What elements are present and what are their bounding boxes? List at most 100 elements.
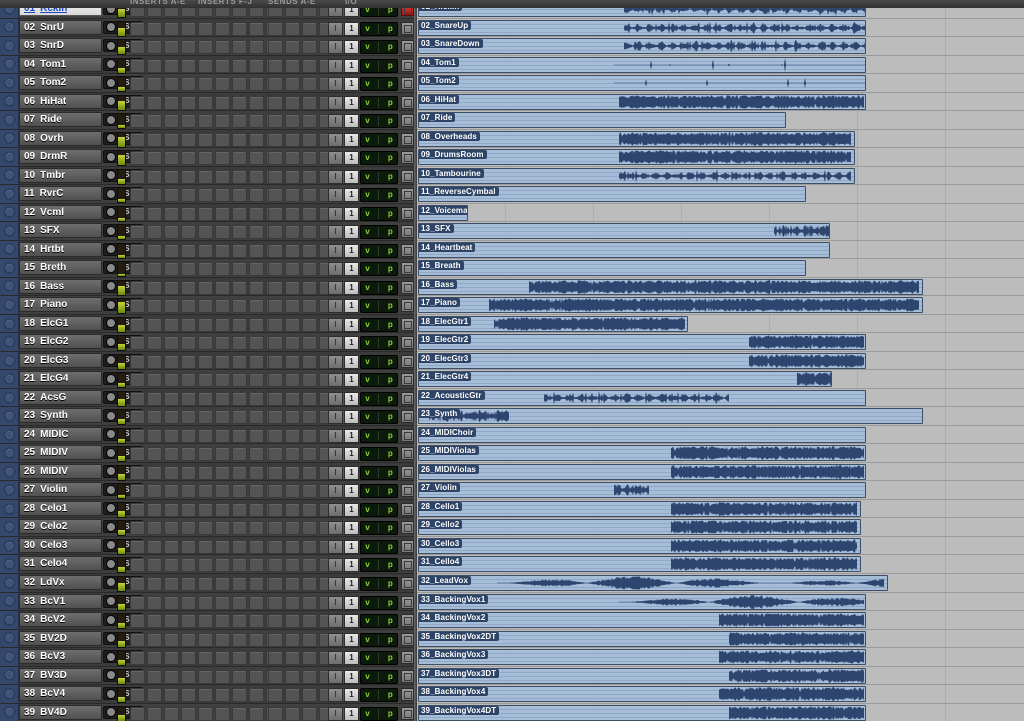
insert-slot-a-e[interactable]: [130, 188, 145, 203]
track-control-row[interactable]: 04Tom1ISMI11◆vp: [0, 55, 414, 75]
insert-slot-a-e[interactable]: [147, 151, 162, 166]
track-expand-icon[interactable]: [4, 336, 15, 348]
send-slot-a-e[interactable]: [285, 58, 300, 73]
io-input-button[interactable]: I: [328, 595, 343, 610]
send-slot-a-e[interactable]: [285, 539, 300, 554]
insert-slot-a-e[interactable]: [130, 539, 145, 554]
record-arm-icon[interactable]: [106, 114, 116, 125]
io-output-button[interactable]: 1: [344, 669, 359, 684]
automation-mode-button[interactable]: [401, 391, 414, 405]
send-slot-a-e[interactable]: [285, 317, 300, 332]
insert-slot-f-j[interactable]: [232, 132, 247, 147]
io-input-button[interactable]: I: [328, 651, 343, 666]
send-slot-a-e[interactable]: [268, 632, 283, 647]
io-output-button[interactable]: 1: [344, 373, 359, 388]
insert-slot-f-j[interactable]: [232, 262, 247, 277]
record-arm-icon[interactable]: [106, 558, 116, 569]
timeline-track-row[interactable]: 09_DrumsRoom: [417, 148, 1024, 167]
insert-slot-f-j[interactable]: [249, 225, 264, 240]
insert-slot-a-e[interactable]: [130, 354, 145, 369]
io-input-button[interactable]: I: [328, 188, 343, 203]
send-slot-a-e[interactable]: [268, 465, 283, 480]
timeline-track-row[interactable]: 32_LeadVox: [417, 573, 1024, 593]
timeline-track-row[interactable]: 21_ElecGtr4: [417, 370, 1024, 389]
insert-slot-f-j[interactable]: [198, 595, 213, 610]
insert-slot-a-e[interactable]: [130, 391, 145, 406]
insert-slot-a-e[interactable]: [130, 317, 145, 332]
insert-slot-a-e[interactable]: [181, 410, 196, 425]
insert-slot-a-e[interactable]: [147, 299, 162, 314]
insert-slot-a-e-group[interactable]: [130, 373, 213, 388]
track-nameplate[interactable]: 28 Celo1: [19, 500, 102, 516]
track-expand-icon[interactable]: [4, 243, 15, 255]
clip-name-label[interactable]: 14_Heartbeat: [419, 242, 476, 252]
send-slot-a-e[interactable]: [302, 373, 317, 388]
io-input-button[interactable]: I: [328, 21, 343, 36]
insert-slot-f-j[interactable]: [249, 114, 264, 129]
insert-slot-f-j[interactable]: [215, 595, 230, 610]
track-expand-icon[interactable]: [4, 651, 15, 663]
record-arm-icon[interactable]: [106, 707, 116, 718]
track-nameplate[interactable]: 25 MIDIV: [19, 445, 102, 461]
insert-slot-f-j[interactable]: [232, 114, 247, 129]
audio-clip[interactable]: 23_Synth: [418, 408, 923, 425]
record-arm-icon[interactable]: [106, 392, 116, 403]
insert-slot-a-e-group[interactable]: [130, 95, 213, 110]
track-selector-gutter[interactable]: [0, 74, 19, 92]
insert-slot-a-e[interactable]: [147, 262, 162, 277]
send-slot-a-e[interactable]: [268, 447, 283, 462]
clip-name-label[interactable]: 20_ElecGtr3: [419, 353, 472, 363]
audio-clip[interactable]: 35_BackingVox2DT: [418, 630, 866, 647]
solo-button[interactable]: S: [124, 596, 130, 605]
insert-slot-f-j[interactable]: [232, 151, 247, 166]
insert-slot-f-j[interactable]: [249, 243, 264, 258]
clip-name-label[interactable]: 09_DrumsRoom: [419, 150, 487, 160]
send-slot-a-e[interactable]: [268, 688, 283, 703]
clip-name-label[interactable]: 15_Breath: [419, 261, 464, 271]
insert-slot-f-j[interactable]: [215, 58, 230, 73]
insert-slot-f-j[interactable]: [249, 373, 264, 388]
insert-slot-a-e[interactable]: [147, 391, 162, 406]
insert-slot-f-j[interactable]: [232, 502, 247, 517]
insert-slot-a-e[interactable]: [164, 243, 179, 258]
timeline-track-row[interactable]: 30_Cello3: [417, 536, 1024, 556]
timeline-track-row[interactable]: 22_AcousticGtr: [417, 388, 1024, 408]
audio-clip[interactable]: 13_SFX: [418, 223, 830, 240]
send-slot-a-e[interactable]: [268, 428, 283, 443]
clip-name-label[interactable]: 31_Cello4: [419, 557, 463, 567]
audio-clip[interactable]: 19_ElecGtr2: [418, 334, 866, 351]
track-selector-gutter[interactable]: [0, 333, 19, 351]
track-selector-gutter[interactable]: [0, 407, 19, 425]
send-slot-a-e[interactable]: [285, 391, 300, 406]
insert-slot-f-j[interactable]: [232, 539, 247, 554]
track-nameplate[interactable]: 11 RvrC: [19, 186, 102, 202]
insert-slot-f-j[interactable]: [232, 169, 247, 184]
insert-slot-f-j[interactable]: [215, 558, 230, 573]
insert-slot-a-e[interactable]: [130, 521, 145, 536]
insert-slot-a-e[interactable]: [164, 21, 179, 36]
insert-slot-f-j[interactable]: [215, 40, 230, 55]
insert-slot-f-j[interactable]: [249, 465, 264, 480]
insert-slot-a-e[interactable]: [181, 299, 196, 314]
solo-button[interactable]: S: [124, 22, 130, 32]
track-selector-gutter[interactable]: [0, 629, 19, 648]
insert-slot-f-j[interactable]: [232, 280, 247, 295]
insert-slot-a-e[interactable]: [130, 447, 145, 462]
clip-name-label[interactable]: 27_Violin: [419, 483, 460, 493]
io-output-button[interactable]: 1: [344, 280, 359, 295]
record-arm-icon[interactable]: [106, 355, 116, 366]
io-output-button[interactable]: 1: [344, 169, 359, 184]
insert-slot-a-e[interactable]: [164, 465, 179, 480]
insert-slot-a-e[interactable]: [181, 373, 196, 388]
track-control-row[interactable]: 15BrethISMI11◆vp: [0, 259, 414, 278]
insert-slot-a-e[interactable]: [130, 576, 145, 591]
insert-slot-f-j[interactable]: [249, 484, 264, 499]
send-slot-a-e[interactable]: [268, 521, 283, 536]
record-arm-icon[interactable]: [106, 447, 116, 458]
track-selector-gutter[interactable]: [0, 703, 19, 721]
send-slot-a-e[interactable]: [268, 132, 283, 147]
audio-clip[interactable]: 37_BackingVox3DT: [418, 667, 866, 684]
